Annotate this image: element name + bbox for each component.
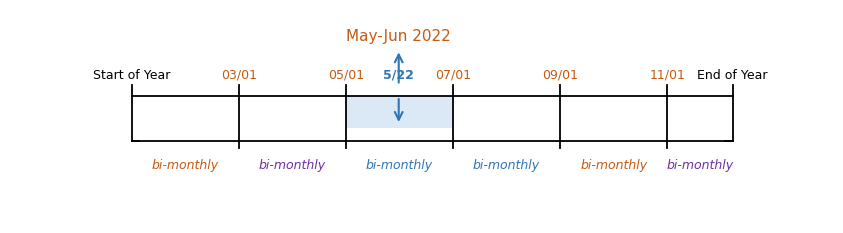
Text: Start of Year: Start of Year [93,69,170,82]
Text: bi-monthly: bi-monthly [366,159,433,172]
Text: bi-monthly: bi-monthly [473,159,540,172]
Text: 07/01: 07/01 [435,69,471,82]
Text: 05/01: 05/01 [328,69,364,82]
Text: bi-monthly: bi-monthly [666,159,733,172]
Text: 5/22: 5/22 [384,69,414,82]
Text: bi-monthly: bi-monthly [259,159,325,172]
Text: May-Jun 2022: May-Jun 2022 [346,29,451,44]
Text: 09/01: 09/01 [542,69,578,82]
Text: 03/01: 03/01 [221,69,256,82]
Text: End of Year: End of Year [697,69,768,82]
Text: bi-monthly: bi-monthly [580,159,647,172]
Text: 11/01: 11/01 [649,69,685,82]
Text: bi-monthly: bi-monthly [152,159,218,172]
Bar [346,96,453,128]
